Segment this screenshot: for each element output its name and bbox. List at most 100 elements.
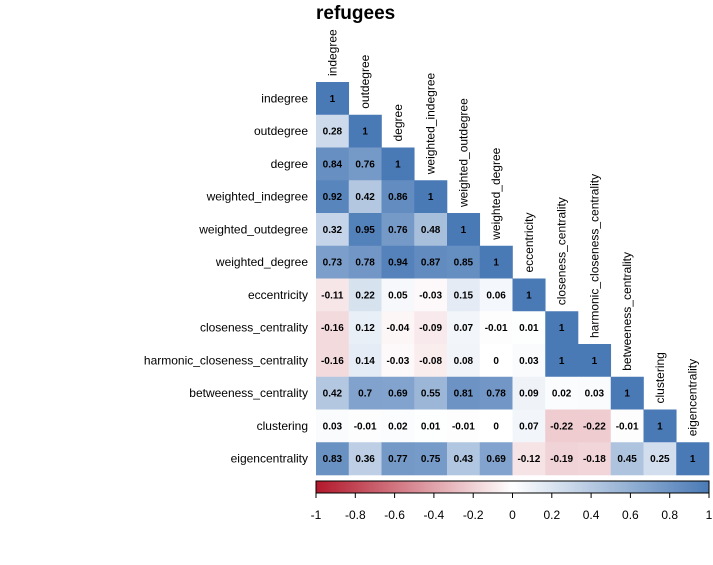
colorbar-segment [697,481,700,493]
cell-value-label: 0 [493,421,499,432]
colorbar-segment [540,481,543,493]
cell-value-label: 0.77 [388,454,408,465]
colorbar-segment [610,481,614,493]
colorbar-segment [602,481,606,493]
colorbar-segment [581,481,584,493]
colorbar-segment [335,481,339,493]
heatmap-cell-betweeness_centrality-outdegree [348,376,382,410]
colorbar-segment [502,481,506,493]
cell-value-label: 0.01 [519,323,539,334]
heatmap-cell-betweeness_centrality-indegree [316,376,350,410]
heatmap-cell-clustering-indegree [316,409,350,443]
heatmap-cell-weighted_degree-indegree [316,245,350,279]
cell-value-label: 0.22 [355,290,375,301]
heatmap-cell-clustering-clustering [643,409,677,443]
colorbar-segment [488,481,492,493]
cell-value-label: 0.06 [486,290,506,301]
colorbar-segment [447,481,451,493]
colorbar-segment [652,481,655,493]
colorbar-segment [359,481,362,493]
colorbar-segment [439,481,443,493]
colorbar-segment [422,481,425,493]
colorbar-segment [646,481,649,493]
heatmap-cell-outdegree-outdegree [348,114,382,148]
colorbar-segment [553,481,557,493]
heatmap-cell-betweeness_centrality-betweeness_centrality [610,376,644,410]
colorbar-segment [577,481,580,493]
colorbar-segment [559,481,563,493]
column-label-outdegree: outdegree [358,54,372,108]
colorbar-segment [388,481,392,493]
heatmap-cell-eccentricity-degree [381,278,415,312]
column-label-degree: degree [391,104,405,142]
colorbar-segment [426,481,429,493]
row-label-eigencentrality: eigencentrality [231,452,308,466]
colorbar-segment [325,481,329,493]
colorbar-segment [604,481,608,493]
colorbar-segment [486,481,490,493]
colorbar-segment [361,481,364,493]
heatmap-cell-eccentricity-weighted_outdegree [447,278,481,312]
colorbar-segment [620,481,623,493]
heatmap-cell-clustering-degree [381,409,415,443]
colorbar-segment [424,481,427,493]
heatmap-cell-closeness_centrality-weighted_degree [479,311,513,345]
colorbar-segment [445,481,449,493]
colorbar-segment [467,481,470,493]
row-label-weighted_indegree: weighted_indegree [206,190,309,204]
colorbar-segment [579,481,582,493]
colorbar-tick-label: 0.2 [543,508,560,522]
colorbar-segment [628,481,631,493]
colorbar-segment [681,481,684,493]
colorbar-segment [316,481,319,493]
heatmap-cell-betweeness_centrality-weighted_degree [479,376,513,410]
heatmap-cell-eccentricity-weighted_degree [479,278,513,312]
colorbar-segment [433,481,437,493]
column-label-weighted_degree: weighted_degree [489,147,503,240]
heatmap-cell-harmonic_closeness_centrality-closeness_centrality [545,344,579,378]
colorbar-segment [567,481,570,493]
colorbar-segment [498,481,502,493]
cell-value-label: 0.94 [388,258,408,269]
heatmap-cell-eigencentrality-eccentricity [512,442,546,476]
colorbar-segment [565,481,568,493]
cell-value-label: 0.03 [519,356,539,367]
heatmap-cell-weighted_outdegree-degree [381,213,415,247]
colorbar-segment [573,481,576,493]
colorbar-segment [687,481,690,493]
cell-value-label: 0.05 [388,290,408,301]
colorbar-segment [475,481,478,493]
colorbar-segment [410,481,413,493]
cell-value-label: 0.78 [355,258,375,269]
colorbar-segment [512,481,515,493]
cell-value-label: 0.09 [519,389,539,400]
colorbar-segment [449,481,452,493]
colorbar-segment [549,481,553,493]
colorbar-segment [683,481,686,493]
colorbar-segment [520,481,523,493]
colorbar-segment [451,481,454,493]
cell-value-label: -0.19 [550,454,573,465]
colorbar-segment [536,481,539,493]
cell-value-label: 0.7 [358,389,372,400]
colorbar-segment [522,481,525,493]
colorbar-segment [374,481,378,493]
row-label-degree: degree [271,157,309,171]
heatmap-cell-betweeness_centrality-closeness_centrality [545,376,579,410]
heatmap-cell-eccentricity-weighted_indegree [414,278,448,312]
cell-value-label: 1 [362,127,368,138]
colorbar-segment [367,481,370,493]
heatmap-cell-weighted_outdegree-indegree [316,213,350,247]
heatmap-cell-eccentricity-indegree [316,278,350,312]
heatmap-cell-clustering-eccentricity [512,409,546,443]
cell-value-label: 0.02 [552,389,572,400]
colorbar-segment [353,481,356,493]
colorbar-tick-label: -0.8 [345,508,366,522]
cell-value-label: 0.76 [388,225,408,236]
colorbar-segment [402,481,405,493]
heatmap-cell-clustering-outdegree [348,409,382,443]
heatmap-cell-weighted_outdegree-weighted_outdegree [447,213,481,247]
colorbar-segment [699,481,702,493]
colorbar-segment [591,481,594,493]
colorbar-segment [347,481,350,493]
